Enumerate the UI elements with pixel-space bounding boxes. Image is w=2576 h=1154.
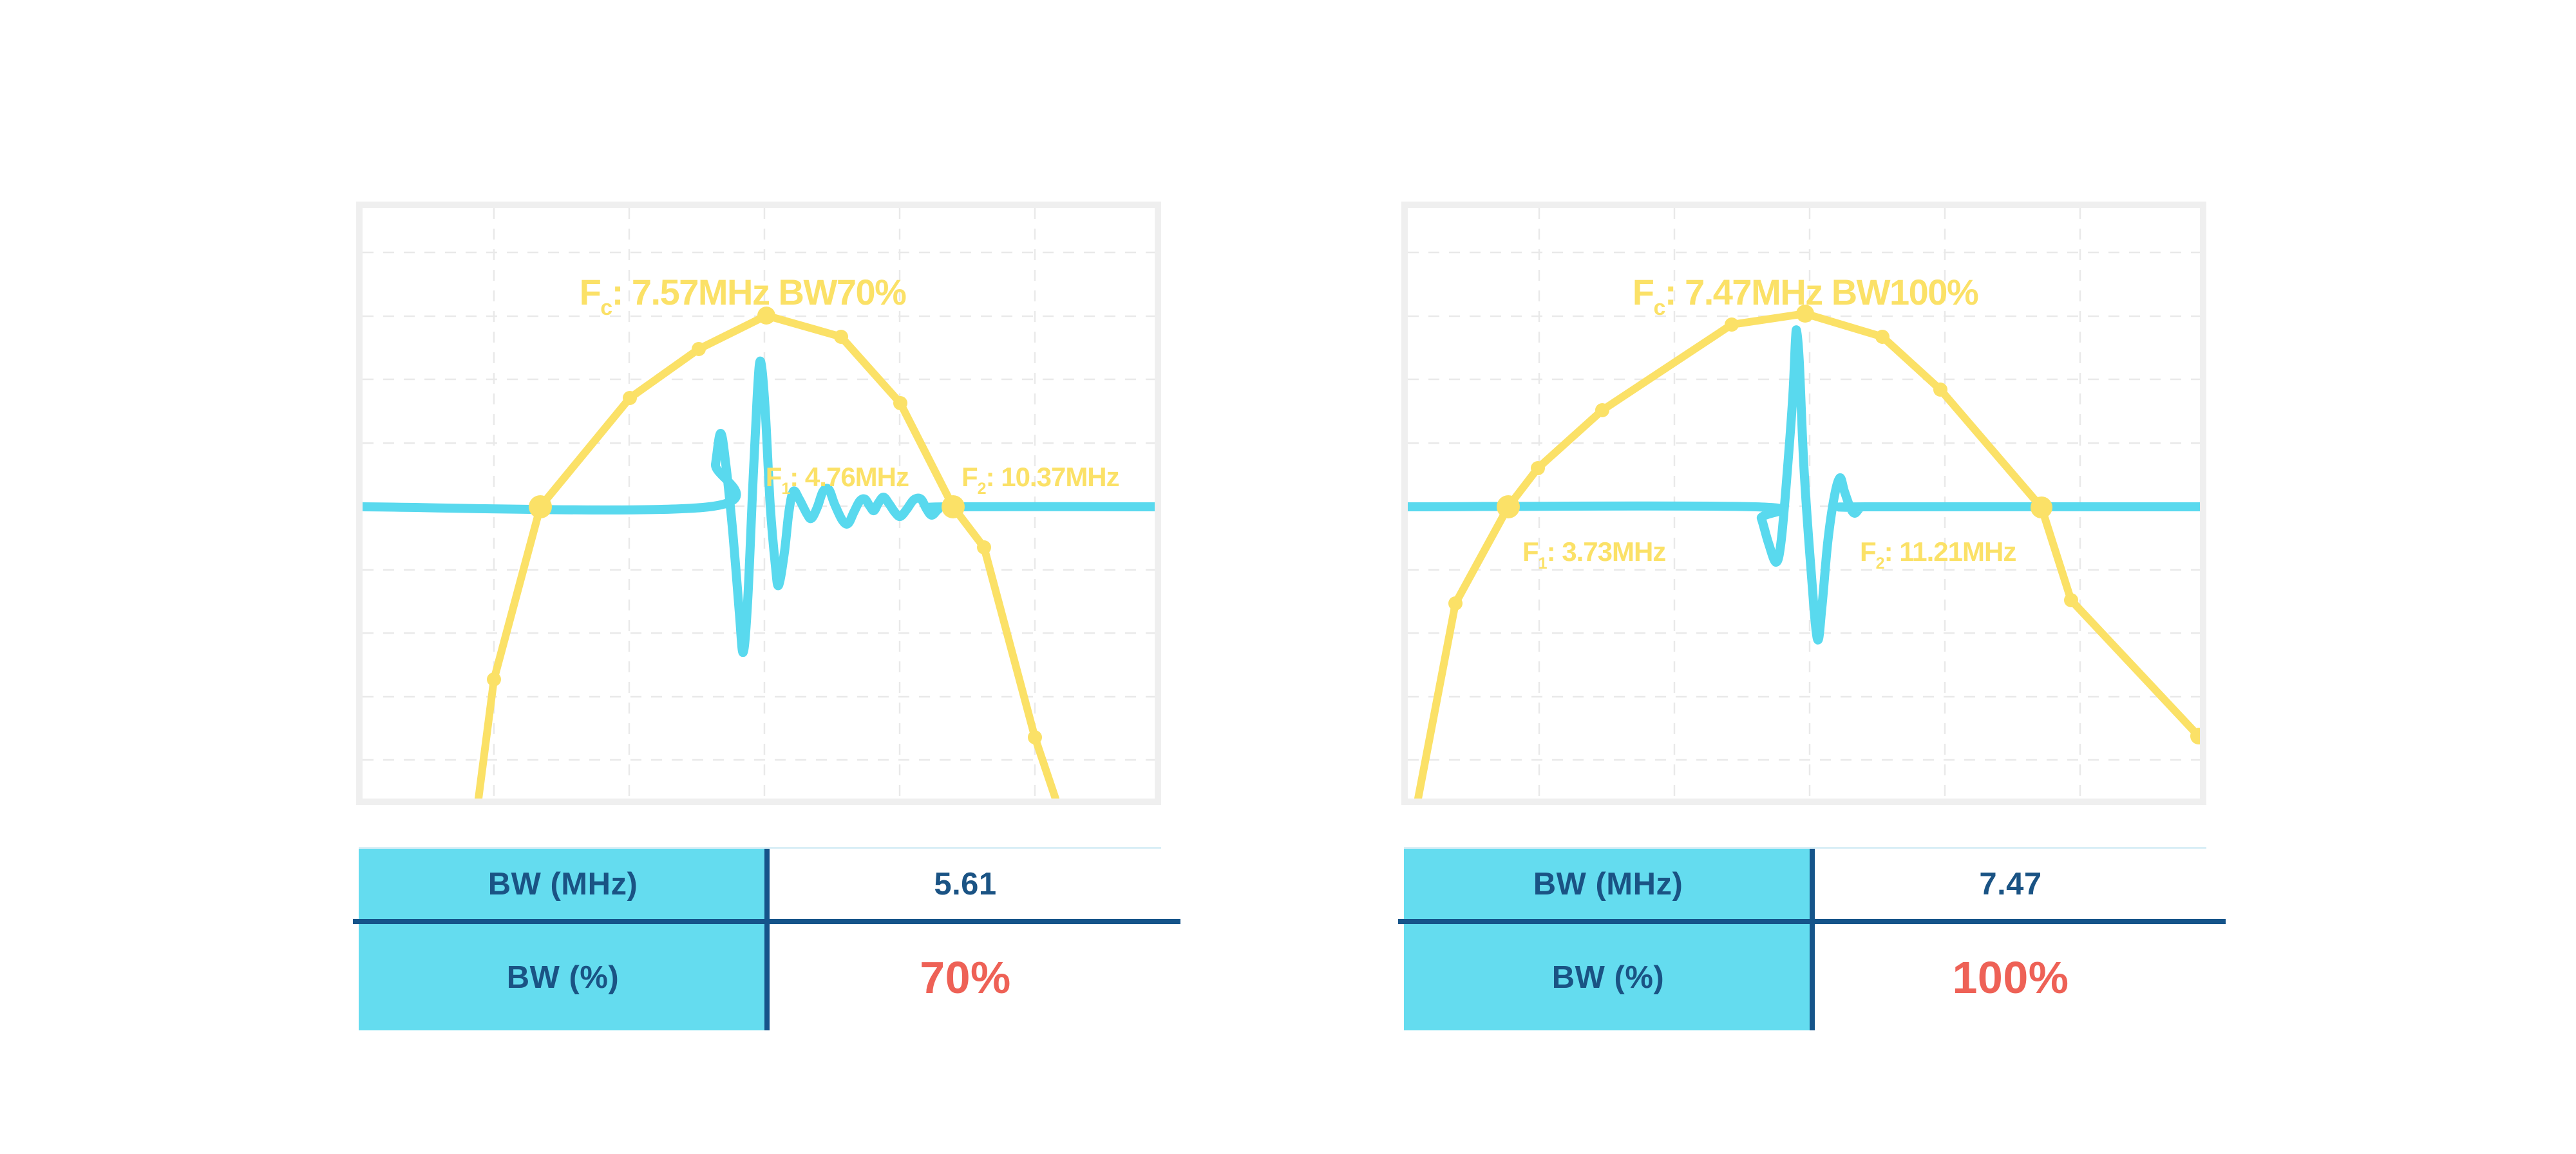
- data-point-marker: [1531, 461, 1545, 475]
- data-point-marker: [1875, 330, 1889, 344]
- bw-mhz-value: 7.47: [1979, 866, 2042, 902]
- table-top-divider: [359, 847, 1161, 849]
- data-point-marker: [2064, 593, 2078, 607]
- data-point-marker: [692, 342, 706, 356]
- f1-label: F1: 4.76MHz: [766, 462, 909, 498]
- chart-plot-area: Fc: 7.57MHz BW70% F1: 4.76MHz F2: 10.37MHz: [363, 208, 1155, 799]
- bw-percent-label: BW (%): [1551, 960, 1665, 995]
- data-point-marker: [1796, 305, 1814, 323]
- spectrum-envelope-curve: [475, 312, 1059, 799]
- bw-mhz-label: BW (MHz): [1533, 866, 1683, 902]
- data-point-marker: [1497, 495, 1520, 518]
- bw70-table: BW (MHz) 5.61 BW (%) 70%: [353, 847, 1180, 1030]
- data-point-marker: [487, 672, 501, 686]
- bw-mhz-value: 5.61: [934, 866, 997, 902]
- bw100-table: BW (MHz) 7.47 BW (%) 100%: [1398, 847, 2226, 1030]
- data-point-marker: [942, 495, 965, 518]
- data-point-marker: [1933, 383, 1947, 397]
- table-top-divider: [1404, 847, 2206, 849]
- data-point-marker: [2190, 728, 2200, 744]
- fc-title: Fc: 7.57MHz BW70%: [580, 272, 907, 320]
- bw100-spectrum-chart: Fc: 7.47MHz BW100% F1: 3.73MHz F2: 11.21MH…: [1401, 202, 2206, 805]
- data-point-marker: [893, 396, 907, 410]
- data-point-marker: [757, 307, 775, 325]
- data-point-marker: [1725, 317, 1739, 332]
- spectrum-envelope-curve: [1414, 310, 2200, 799]
- table-column-divider: [1810, 849, 1815, 1030]
- chart-plot-area: Fc: 7.47MHz BW100% F1: 3.73MHz F2: 11.21MH…: [1408, 208, 2200, 799]
- table-row-divider: [1398, 919, 2226, 924]
- f1-label: F1: 3.73MHz: [1522, 536, 1665, 572]
- bw-mhz-label: BW (MHz): [488, 866, 638, 902]
- data-point-marker: [1595, 403, 1609, 417]
- data-point-marker: [2031, 497, 2052, 518]
- data-point-marker: [529, 495, 552, 518]
- bw-percent-label: BW (%): [506, 960, 620, 995]
- data-point-marker: [977, 540, 991, 554]
- table-header-column-bg: [359, 849, 767, 1030]
- table-header-column-bg: [1404, 849, 1812, 1030]
- f2-label: F2: 10.37MHz: [961, 462, 1119, 498]
- data-point-marker: [623, 391, 637, 405]
- bw-percent-value: 70%: [920, 952, 1011, 1003]
- echo-pulse-curve: [363, 356, 1155, 657]
- data-point-marker: [834, 330, 848, 344]
- fc-title: Fc: 7.47MHz BW100%: [1633, 272, 1978, 320]
- bw-percent-value: 100%: [1952, 952, 2069, 1003]
- data-point-marker: [1028, 730, 1042, 744]
- table-row-divider: [353, 919, 1180, 924]
- table-column-divider: [764, 849, 770, 1030]
- data-point-marker: [1448, 596, 1463, 610]
- bw70-spectrum-chart: Fc: 7.57MHz BW70% F1: 4.76MHz F2: 10.37MHz: [356, 202, 1161, 805]
- f2-label: F2: 11.21MHz: [1860, 536, 2016, 572]
- echo-pulse-curve: [1408, 325, 2200, 645]
